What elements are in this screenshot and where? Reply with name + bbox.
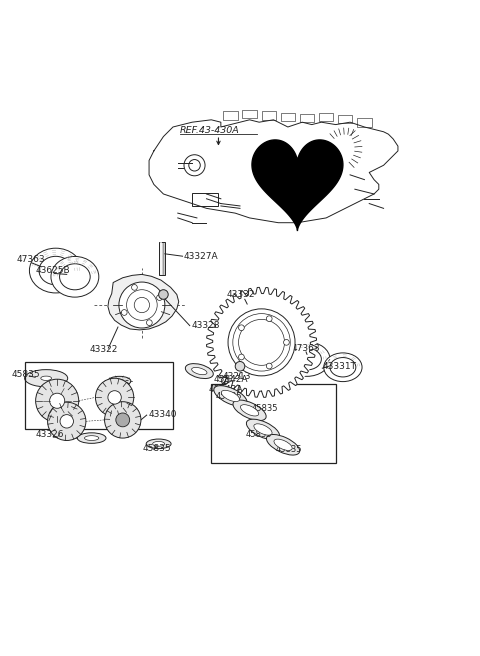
Text: 45835: 45835: [252, 404, 278, 413]
Bar: [223, 111, 238, 120]
Circle shape: [146, 319, 152, 325]
Ellipse shape: [274, 439, 292, 451]
Ellipse shape: [115, 379, 124, 383]
Circle shape: [284, 340, 289, 345]
Polygon shape: [108, 274, 179, 330]
Ellipse shape: [233, 400, 266, 420]
Ellipse shape: [60, 264, 90, 290]
Ellipse shape: [330, 358, 356, 377]
Circle shape: [105, 401, 141, 438]
Circle shape: [49, 393, 65, 408]
Bar: [242, 110, 257, 118]
Polygon shape: [252, 140, 343, 230]
Circle shape: [96, 379, 134, 417]
Text: REF.43-430A: REF.43-430A: [180, 126, 240, 134]
Text: 45835: 45835: [143, 445, 171, 453]
Ellipse shape: [29, 248, 82, 293]
Bar: [357, 118, 372, 127]
Bar: [262, 111, 276, 120]
Ellipse shape: [39, 256, 72, 285]
Text: 43326: 43326: [35, 430, 64, 439]
Bar: [300, 113, 314, 122]
Ellipse shape: [77, 433, 106, 443]
Circle shape: [266, 316, 272, 321]
Text: 43331T: 43331T: [323, 362, 356, 371]
Bar: [319, 113, 333, 121]
Circle shape: [266, 363, 272, 369]
Text: 47363: 47363: [17, 255, 46, 264]
Ellipse shape: [51, 256, 99, 297]
Circle shape: [132, 285, 137, 290]
Text: 43213: 43213: [222, 372, 251, 381]
Ellipse shape: [214, 386, 247, 406]
Ellipse shape: [146, 439, 171, 449]
Bar: [24, 361, 173, 428]
Text: 45835: 45835: [11, 370, 40, 379]
Ellipse shape: [192, 367, 207, 375]
Ellipse shape: [84, 436, 99, 440]
Text: 43327A: 43327A: [183, 252, 218, 261]
Circle shape: [116, 413, 130, 427]
Circle shape: [119, 282, 165, 328]
Circle shape: [158, 290, 168, 299]
Text: 47363: 47363: [292, 344, 320, 353]
Circle shape: [239, 325, 244, 331]
Circle shape: [48, 402, 86, 440]
Circle shape: [60, 415, 73, 428]
Ellipse shape: [284, 342, 330, 377]
Text: 43332: 43332: [227, 291, 255, 299]
Text: 43322: 43322: [89, 345, 118, 354]
Bar: [281, 113, 295, 121]
Circle shape: [235, 361, 245, 371]
Circle shape: [108, 391, 121, 404]
Circle shape: [228, 309, 295, 376]
Bar: [338, 115, 352, 123]
Ellipse shape: [41, 376, 51, 380]
Ellipse shape: [221, 390, 240, 401]
Ellipse shape: [24, 369, 68, 387]
Circle shape: [36, 379, 79, 422]
Ellipse shape: [246, 419, 279, 440]
Circle shape: [239, 354, 244, 360]
Circle shape: [239, 319, 285, 365]
Text: 45835: 45835: [216, 392, 242, 401]
Text: 43326: 43326: [101, 380, 130, 390]
Text: 43625B: 43625B: [36, 266, 70, 275]
Text: 43328: 43328: [191, 321, 220, 330]
Text: 45835: 45835: [276, 445, 302, 455]
Circle shape: [206, 287, 317, 398]
Ellipse shape: [185, 363, 213, 379]
Text: 45842A: 45842A: [214, 375, 248, 384]
Ellipse shape: [240, 405, 259, 416]
Circle shape: [121, 310, 127, 316]
Ellipse shape: [266, 434, 300, 455]
Ellipse shape: [293, 348, 322, 370]
Circle shape: [156, 295, 162, 300]
Bar: [192, 193, 218, 206]
Ellipse shape: [153, 441, 165, 446]
Ellipse shape: [324, 353, 362, 382]
Bar: [211, 384, 336, 463]
Text: 45842A: 45842A: [209, 385, 243, 394]
Bar: [159, 242, 165, 276]
Text: 43340: 43340: [148, 410, 177, 419]
Ellipse shape: [254, 424, 272, 435]
Ellipse shape: [108, 377, 131, 386]
Text: 45835: 45835: [246, 430, 272, 439]
